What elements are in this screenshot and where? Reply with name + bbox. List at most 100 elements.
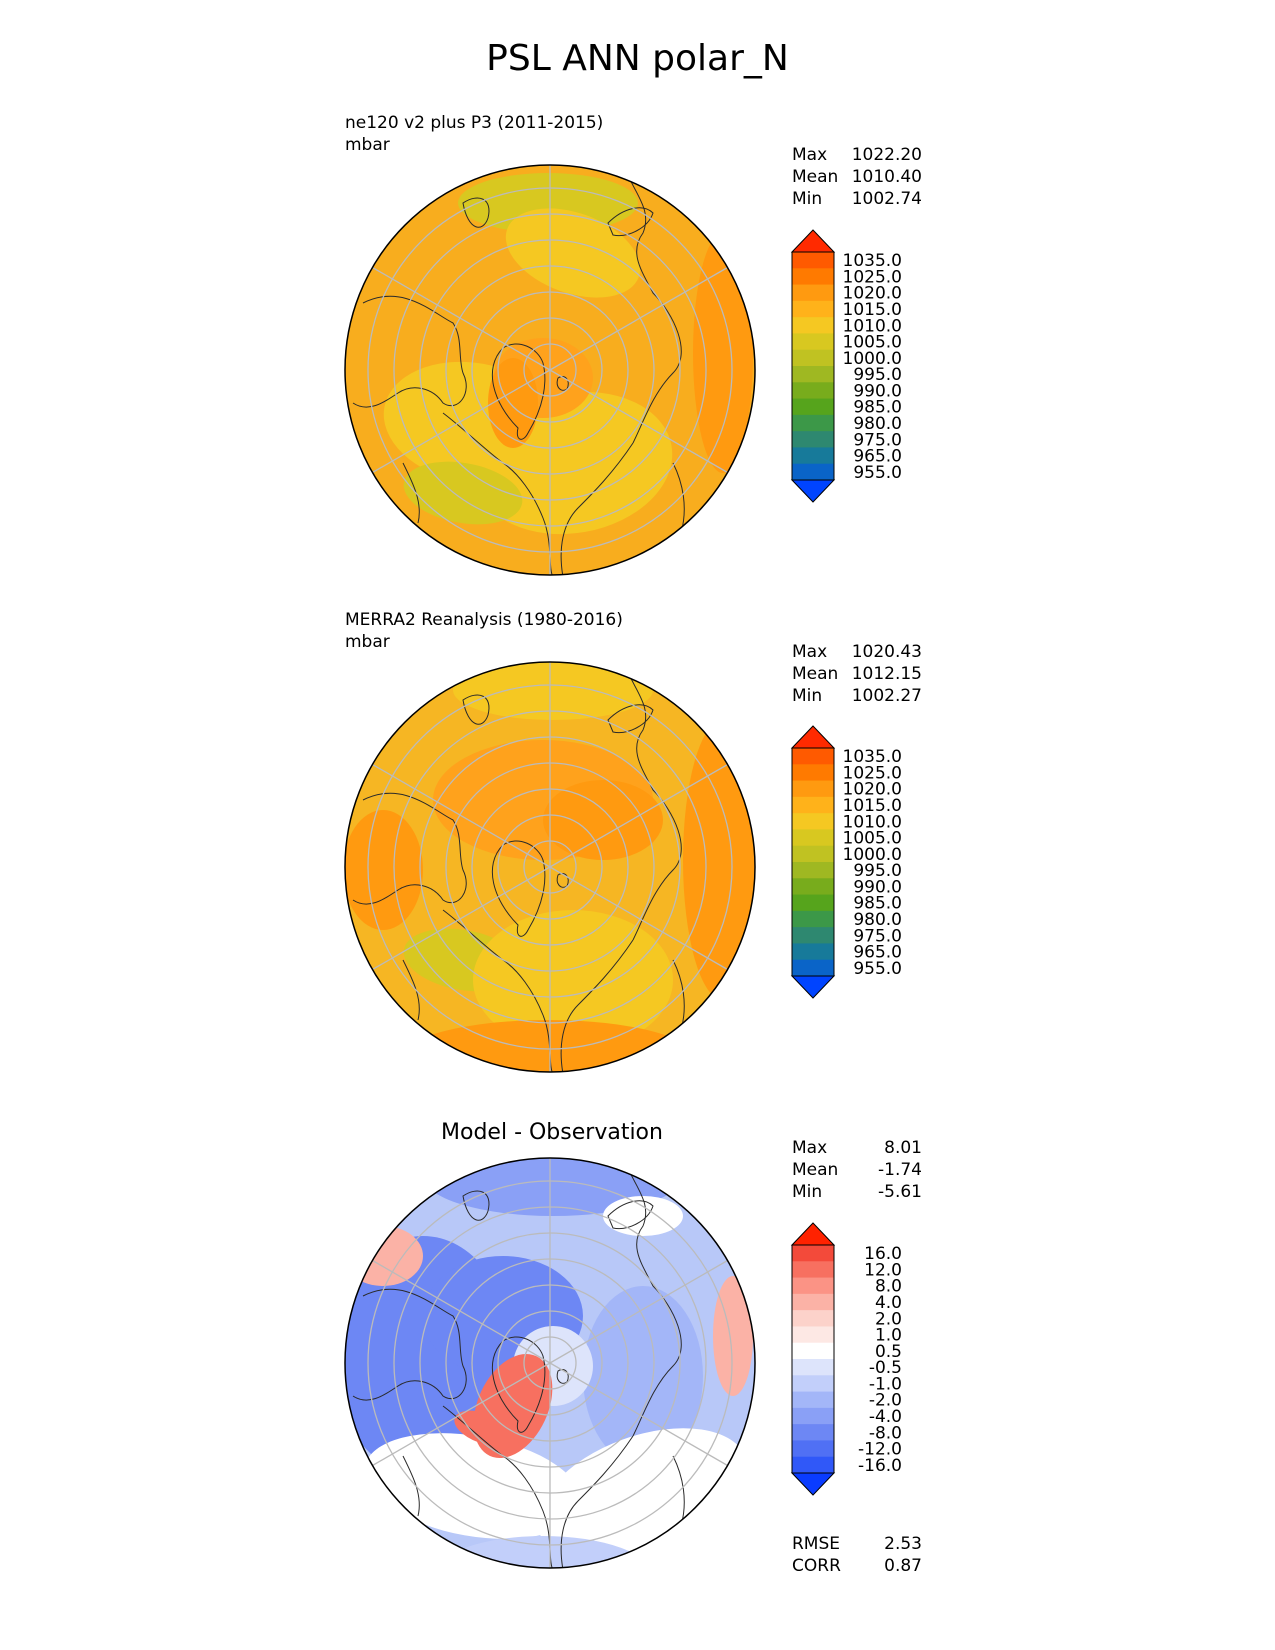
panel2-colorbar-outline [791,747,835,977]
panel3-colorbar-outline [791,1244,835,1474]
panel2-field-region [453,662,653,720]
panel2-colorbar-tick-label: 990.0 [853,877,902,897]
panel2-colorbar-tick-label: 965.0 [853,943,902,963]
panel1-field-region [505,208,641,298]
panel1-coastline-path [491,343,546,440]
stat-rmse: RMSE 2.53 [792,1534,922,1554]
panel1-stats: Max 1022.20 Mean 1010.40 Min 1002.74 [792,144,922,210]
panel2-field-region [543,780,663,860]
panel1-colorbar: 1035.0 1025.0 1020.0 1015.0 1010.0 1005.0 1000… [784,222,914,526]
panel3-coastline-path [462,1190,490,1221]
panel3-colorbar-tick-label: -16.0 [858,1456,902,1476]
panel1-colorbar-segment [792,382,834,400]
panel2-colorbar-segment [792,829,834,847]
panel3-field-region [603,1196,683,1236]
panel3-field-region [345,1226,423,1286]
panel2-colorbar-segment [792,910,834,928]
panel2-colorbar-segment [792,813,834,830]
panel1-units: mbar [345,135,390,155]
panel3-graticule [367,1158,733,1568]
panel1-colorbar-segment [792,463,834,481]
panel1-colorbar-tick-label: 965.0 [853,447,902,467]
stat-mean: Mean -1.74 [792,1160,922,1180]
panel2-colorbar-segment [792,748,834,765]
panel3-colorbar-segment [792,1407,834,1425]
panel3-bottom-stats: RMSE 2.53 CORR 0.87 [792,1533,922,1577]
stat-mean: Mean 1010.40 [792,167,922,187]
panel2-colorbar-top-extend [790,725,836,749]
panel2-colorbar-tick-label: 985.0 [853,894,902,914]
panel2-graticule [367,662,733,1072]
panel3-colorbar-tick-label: 0.5 [875,1342,902,1362]
panel3-colorbar-segment [792,1375,834,1393]
panel2-colorbar-tick-label: 995.0 [853,861,902,881]
panel1-title: ne120 v2 plus P3 (2011-2015) mbar [345,112,603,156]
panel3-colorbar-tick-label: -0.5 [869,1358,902,1378]
panel1-graticule [367,165,733,575]
panel3-shading [345,1158,755,1568]
panel3-colorbar-tick-label: 4.0 [875,1293,902,1313]
panel2-map [343,660,757,1074]
panel2-colorbar-tick-label: 980.0 [853,910,902,930]
panel2-meridian-line [549,866,728,971]
stat-max: Max 1022.20 [792,145,922,165]
panel1-field-region [693,233,753,473]
panel3-stats: Max 8.01 Mean -1.74 Min -5.61 [792,1137,922,1203]
panel3-colorbar-top-extend [790,1222,836,1246]
panel1-coastline-path [622,165,682,444]
panel2-colorbar-tick-label: 1020.0 [843,780,902,800]
stat-min: Min -5.61 [792,1182,922,1202]
panel1-meridian-line [372,266,551,371]
panel3-field-region [583,1286,703,1466]
panel3-colorbar-segment [792,1424,834,1441]
panel3-meridian-line [549,1259,728,1364]
panel2-field-region [345,810,423,930]
panel1-colorbar-tick-label: 1025.0 [843,267,902,287]
panel1-polar-map [344,164,756,576]
panel3-colorbar-tick-label: -8.0 [869,1423,902,1443]
panel3-colorbar: 16.0 12.0 8.0 4.0 2.0 1.0 0.5 -0.5 -1.0 -2.0 -4.0-… [784,1215,914,1519]
panel2-colorbar-tick-label: 955.0 [853,959,902,979]
panel1-colorbar-svg: 1035.01025.01020.01015.01010.01005.01000… [790,229,902,503]
panel3-colorbar-segment [792,1310,834,1327]
panel2-colorbar-segment [792,878,834,896]
panel3-colorbar-tick-label: 1.0 [875,1326,902,1346]
panel2-colorbar-segment [792,845,834,863]
panel1-colorbar-segment [792,317,834,334]
panel3-colorbar-segment [792,1261,834,1279]
panel2-colorbar-segment [792,862,834,879]
panel2-title: MERRA2 Reanalysis (1980-2016) mbar [345,609,623,653]
panel1-field-region [488,358,538,448]
stat-max: Max 8.01 [792,1138,922,1158]
panel2-coastline-path [462,694,490,725]
figure-title: PSL ANN polar_N [486,38,789,79]
panel2-colorbar-segment [792,894,834,912]
panel1-colorbar-tick-label: 1020.0 [843,284,902,304]
panel1-colorbar-segment [792,398,834,416]
panel2-field-region [473,910,673,1050]
panel3-colorbar-segment [792,1440,834,1458]
panel1-field-region [403,461,523,525]
panel1-colorbar-tick-label: 1005.0 [843,333,902,353]
panel2-colorbar-tick-label: 1015.0 [843,796,902,816]
panel3-title: Model - Observation [441,1120,663,1145]
stat-min: Min 1002.27 [792,686,922,706]
panel1-map-boundary [344,164,756,576]
panel3-meridian-line [372,1259,551,1364]
panel1-colorbar-tick-label: 955.0 [853,463,902,483]
panel1-colorbar-segment [792,431,834,448]
panel2-colorbar-tick-label: 1035.0 [843,747,902,767]
panel3-colorbar-tick-label: -2.0 [869,1391,902,1411]
panel1-colorbar-bottom-extend [790,479,836,503]
panel2-map-boundary [344,661,756,1073]
panel2-meridian-line [549,763,728,868]
panel1-shading [345,165,755,575]
panel3-colorbar-bottom-extend [790,1472,836,1496]
panel1-colorbar-tick-label: 1035.0 [843,251,902,271]
panel2-meridian-line [372,866,551,971]
panel3-colorbar-segment [792,1293,834,1311]
panel3-map-boundary [344,1157,756,1569]
panel1-colorbar-tick-label: 1015.0 [843,300,902,320]
panel2-units: mbar [345,632,390,652]
panel3-colorbar-tick-label: 2.0 [875,1309,902,1329]
